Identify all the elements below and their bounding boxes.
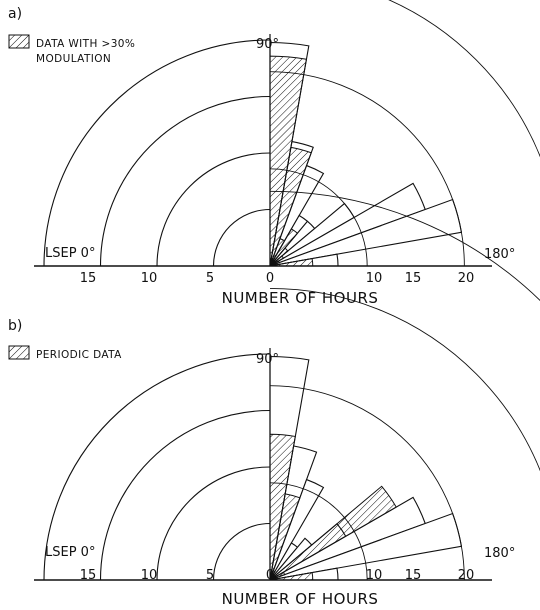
bar-total-b-110 bbox=[269, 478, 325, 581]
legend-swatch-a bbox=[8, 34, 30, 49]
angle-label-90-b: 90° bbox=[256, 352, 279, 367]
panel-b: b) PERIODIC DATA LSEP 0° 90° 180° 15 10 … bbox=[8, 190, 540, 608]
legend-text-b: PERIODIC DATA bbox=[36, 349, 122, 361]
angle-label-start-a: LSEP 0° bbox=[45, 246, 95, 261]
bar-hatched-b-140 bbox=[269, 485, 397, 581]
angle-label-start-b: LSEP 0° bbox=[45, 545, 95, 560]
panel-label-b: b) bbox=[8, 318, 22, 334]
panel-a: a) DATA WITH >30% MODULATION LSEP 0° 90°… bbox=[8, 0, 540, 307]
x-axis-label-b: NUMBER OF HOURS bbox=[222, 590, 379, 608]
range-ring-a-10 bbox=[156, 152, 271, 267]
angle-label-90-a: 90° bbox=[256, 37, 279, 52]
range-rings-b bbox=[43, 353, 271, 581]
range-ring-b-10 bbox=[156, 466, 271, 581]
legend-swatch-b bbox=[8, 345, 30, 360]
tick-b-15: 15 bbox=[80, 568, 97, 583]
range-arc-right-b-15 bbox=[269, 288, 540, 472]
histogram-bars-b bbox=[269, 190, 540, 581]
tick-b-5: 5 bbox=[206, 568, 214, 583]
tick-a-r15: 15 bbox=[405, 271, 422, 286]
bar-hatched-a-120 bbox=[269, 228, 299, 267]
bar-hatched-b-150 bbox=[269, 571, 286, 581]
range-arc-right-a-10 bbox=[269, 71, 465, 267]
angle-label-180-b: 180° bbox=[484, 546, 515, 561]
bar-hatched-a-130 bbox=[269, 247, 289, 267]
legend-text-a-line1: DATA WITH >30% bbox=[36, 38, 135, 50]
range-arc-right-b-20 bbox=[269, 190, 540, 302]
bar-hatched-b-100 bbox=[269, 493, 301, 581]
range-arc-right-b-10 bbox=[269, 385, 465, 581]
range-arc-right-a-15 bbox=[388, 0, 540, 158]
tick-b-r15: 15 bbox=[405, 568, 422, 583]
tick-a-0: 0 bbox=[266, 271, 274, 286]
x-axis-label-a: NUMBER OF HOURS bbox=[222, 289, 379, 307]
tick-b-10: 10 bbox=[141, 568, 158, 583]
tick-a-r20: 20 bbox=[458, 271, 475, 286]
range-ring-b-15 bbox=[99, 409, 271, 581]
range-ring-a-5 bbox=[212, 208, 271, 267]
tick-b-0: 0 bbox=[266, 568, 274, 583]
bar-hatched-a-100 bbox=[269, 146, 312, 267]
legend-text-a-line2: MODULATION bbox=[36, 53, 111, 65]
tick-a-5: 5 bbox=[206, 271, 214, 286]
range-rings-a bbox=[43, 39, 271, 267]
range-ring-a-15 bbox=[99, 95, 271, 267]
tick-a-15: 15 bbox=[80, 271, 97, 286]
range-ring-a-20 bbox=[43, 39, 271, 267]
angle-label-180-a: 180° bbox=[484, 247, 515, 262]
range-ring-b-5 bbox=[212, 522, 271, 581]
tick-a-r10: 10 bbox=[366, 271, 383, 286]
range-arc-right-b-5 bbox=[269, 482, 368, 581]
histogram-bars-a bbox=[269, 0, 540, 267]
tick-a-10: 10 bbox=[141, 271, 158, 286]
panel-label-a: a) bbox=[8, 6, 22, 22]
range-ring-b-20 bbox=[43, 353, 271, 581]
tick-b-r10: 10 bbox=[366, 568, 383, 583]
tick-b-r20: 20 bbox=[458, 568, 475, 583]
